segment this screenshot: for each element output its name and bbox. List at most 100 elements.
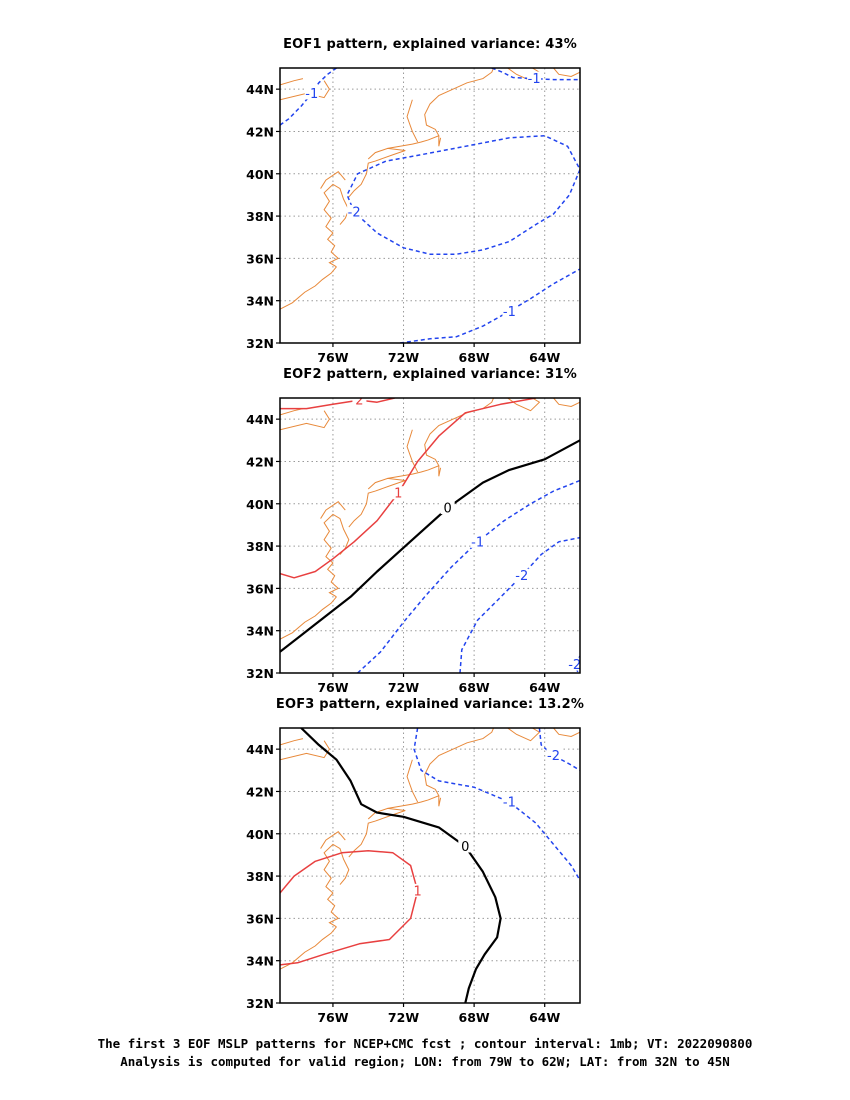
contour-label: 0 xyxy=(461,840,469,855)
y-tick-label: 38N xyxy=(246,209,274,224)
eof2-panel: 2 1 0 -1 -2 -2 32N 34N 36N 38N 40N 42N 44N 76W 72W 68W 6… xyxy=(246,394,581,695)
contour-label: -2 xyxy=(348,205,361,220)
y-tick-label: 34N xyxy=(246,294,274,309)
x-tick-label: 68W xyxy=(459,350,490,365)
y-tick-label: 36N xyxy=(246,581,274,596)
caption-line-1: The first 3 EOF MSLP patterns for NCEP+C… xyxy=(97,1036,753,1051)
coastline xyxy=(280,596,337,640)
contour-line xyxy=(300,728,502,1003)
coastline xyxy=(280,266,337,310)
coastline xyxy=(280,80,331,101)
x-tick-label: 68W xyxy=(459,680,490,695)
plot-frame xyxy=(279,397,581,674)
x-tick-label: 76W xyxy=(317,1010,348,1025)
contour-line xyxy=(399,268,580,343)
contour-line xyxy=(459,536,580,673)
contour-label: 2 xyxy=(355,394,363,409)
y-tick-label: 34N xyxy=(246,954,274,969)
y-tick-label: 32N xyxy=(246,996,274,1011)
coastline xyxy=(280,410,331,431)
panel-title-eof1: EOF1 pattern, explained variance: 43% xyxy=(283,37,577,52)
contour-label-bg xyxy=(470,534,485,548)
contour-label: 1 xyxy=(414,884,422,899)
y-tick-label: 44N xyxy=(246,82,274,97)
coastline xyxy=(406,99,419,143)
coastline xyxy=(348,147,406,198)
coastline xyxy=(323,183,350,268)
plot-frame xyxy=(279,727,581,1004)
coastline xyxy=(387,68,494,149)
contour-label: -1 xyxy=(305,87,318,102)
x-tick-label: 72W xyxy=(388,1010,419,1025)
contour-label-bg xyxy=(440,501,455,514)
y-tick-label: 36N xyxy=(246,251,274,266)
contour-label: -1 xyxy=(528,72,541,87)
y-tick-label: 40N xyxy=(246,167,274,182)
contour-line xyxy=(346,134,580,255)
contour-label-bg xyxy=(352,398,367,407)
contour-line xyxy=(280,398,537,579)
x-tick-label: 76W xyxy=(317,350,348,365)
coastline xyxy=(323,513,350,598)
contour-label-bg xyxy=(410,883,425,897)
y-tick-label: 42N xyxy=(246,454,274,469)
contour-line xyxy=(491,68,580,81)
contour-label: -1 xyxy=(503,305,516,320)
contour-label-bg xyxy=(567,657,580,671)
contour-label-bg xyxy=(391,486,406,500)
caption-line-2: Analysis is computed for valid region; L… xyxy=(120,1054,730,1069)
coastline xyxy=(406,759,419,803)
contour-label-bg xyxy=(502,304,517,318)
coastline xyxy=(348,807,406,858)
contour-label-bg xyxy=(546,748,561,762)
y-tick-label: 42N xyxy=(246,784,274,799)
coastline xyxy=(507,728,541,742)
contour-label: 1 xyxy=(394,487,402,502)
coastline xyxy=(323,843,350,928)
coastline xyxy=(280,408,304,416)
coastline xyxy=(553,68,580,77)
panel-title-eof2: EOF2 pattern, explained variance: 31% xyxy=(283,367,577,382)
coastline xyxy=(348,477,406,528)
y-tick-label: 38N xyxy=(246,539,274,554)
contour-line xyxy=(413,728,580,881)
panel-title-eof3: EOF3 pattern, explained variance: 13.2% xyxy=(275,697,585,712)
contour-label: -2 xyxy=(547,749,560,764)
contour-line xyxy=(280,849,419,966)
eof3-panel: -1 -2 0 1 32N 34N 36N 38N 40N 42N 44N 76W 72W 68W 64W xyxy=(246,727,581,1025)
contour-label: 0 xyxy=(444,502,452,517)
coastline xyxy=(406,429,419,473)
coastline xyxy=(553,398,580,407)
y-tick-label: 44N xyxy=(246,412,274,427)
y-tick-label: 36N xyxy=(246,911,274,926)
x-tick-label: 64W xyxy=(529,680,560,695)
x-tick-label: 64W xyxy=(529,1010,560,1025)
coastline xyxy=(320,500,346,519)
eof1-panel: -1 -1 -2 -1 32N 34N 36N 38N 40N 42N 44N 76W 72W 68W 64… xyxy=(246,67,581,365)
contour-label: -1 xyxy=(471,535,484,550)
contour-line xyxy=(280,439,580,653)
y-tick-label: 32N xyxy=(246,666,274,681)
contour-label: -1 xyxy=(503,796,516,811)
contour-label-bg xyxy=(347,204,362,218)
contour-label-bg xyxy=(527,71,542,85)
y-tick-label: 34N xyxy=(246,624,274,639)
plot-frame xyxy=(279,67,581,344)
contour-line xyxy=(280,398,395,410)
coastline xyxy=(387,728,494,809)
contour-label-bg xyxy=(304,86,319,100)
coastline xyxy=(280,740,331,761)
y-tick-label: 32N xyxy=(246,336,274,351)
coastline xyxy=(438,465,442,477)
coastline xyxy=(553,728,580,737)
x-tick-label: 64W xyxy=(529,350,560,365)
x-tick-label: 72W xyxy=(388,680,419,695)
coastline xyxy=(438,135,442,147)
y-tick-label: 40N xyxy=(246,827,274,842)
x-tick-label: 76W xyxy=(317,680,348,695)
contour-line xyxy=(357,479,580,673)
y-tick-label: 40N xyxy=(246,497,274,512)
coastline xyxy=(280,738,304,746)
contour-label: -2 xyxy=(515,569,528,584)
